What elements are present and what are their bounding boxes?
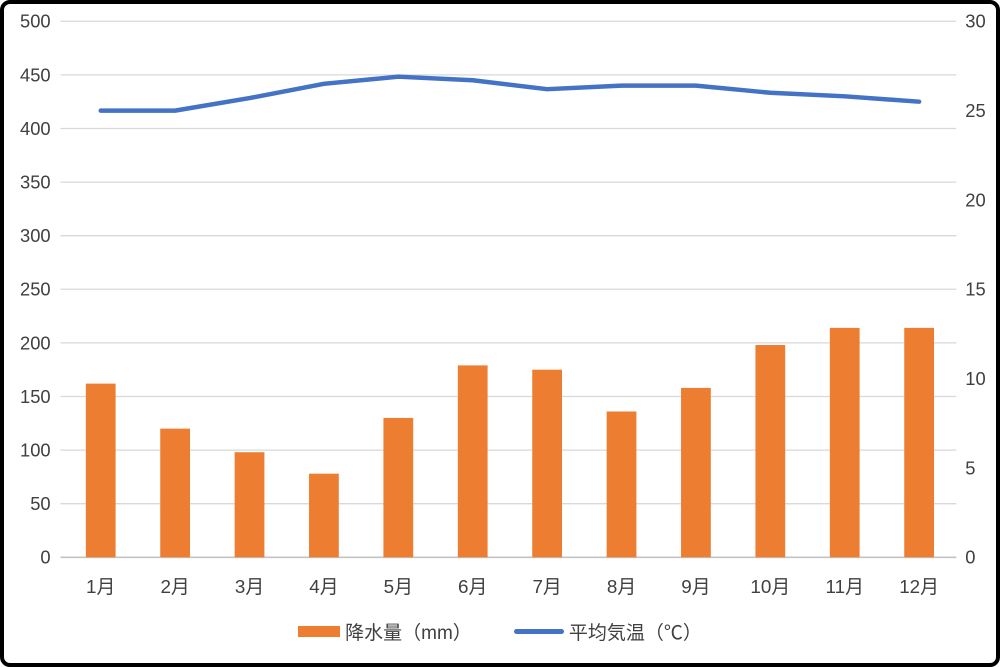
svg-text:30: 30 — [965, 11, 985, 32]
svg-text:9月: 9月 — [681, 576, 710, 597]
svg-text:5: 5 — [965, 457, 975, 478]
svg-text:8月: 8月 — [607, 576, 636, 597]
legend-label-precipitation: 降水量（mm） — [345, 623, 472, 644]
combo-chart-plot: 0 50 100 150 200 250 300 350 400 450 500 0 5 10 15 20 25… — [20, 11, 986, 597]
svg-text:200: 200 — [20, 332, 51, 353]
svg-text:450: 450 — [20, 64, 51, 85]
svg-text:15: 15 — [965, 279, 985, 300]
svg-text:250: 250 — [20, 279, 51, 300]
svg-text:10: 10 — [965, 368, 985, 389]
svg-text:0: 0 — [965, 547, 975, 568]
legend-item-temperature: 平均気温（℃） — [513, 618, 702, 645]
svg-text:6月: 6月 — [458, 576, 487, 597]
svg-text:100: 100 — [20, 440, 51, 461]
legend-item-precipitation: 降水量（mm） — [298, 618, 472, 645]
svg-text:10月: 10月 — [750, 576, 790, 597]
legend-label-temperature: 平均気温（℃） — [568, 623, 702, 644]
svg-text:350: 350 — [20, 172, 51, 193]
svg-text:3月: 3月 — [235, 576, 264, 597]
svg-text:400: 400 — [20, 118, 51, 139]
svg-text:50: 50 — [30, 493, 50, 514]
svg-text:20: 20 — [965, 189, 985, 210]
svg-text:150: 150 — [20, 386, 51, 407]
svg-text:12月: 12月 — [899, 576, 939, 597]
svg-text:25: 25 — [965, 100, 985, 121]
svg-text:7月: 7月 — [532, 576, 561, 597]
line-series-swatch — [513, 629, 564, 634]
svg-text:0: 0 — [40, 547, 50, 568]
svg-text:300: 300 — [20, 225, 51, 246]
svg-text:5月: 5月 — [384, 576, 413, 597]
svg-text:4月: 4月 — [309, 576, 338, 597]
svg-text:11月: 11月 — [826, 576, 864, 597]
svg-text:500: 500 — [20, 11, 51, 32]
svg-text:2月: 2月 — [160, 576, 189, 597]
bar-series-swatch — [298, 626, 341, 637]
svg-text:1月: 1月 — [86, 576, 115, 597]
chart-legend: 降水量（mm） 平均気温（℃） — [4, 618, 996, 645]
